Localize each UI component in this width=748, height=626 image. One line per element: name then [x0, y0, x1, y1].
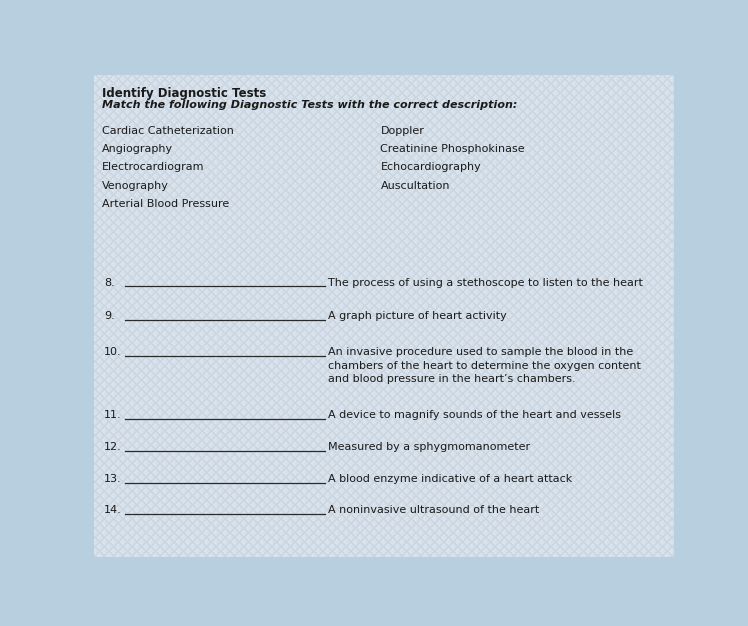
- Text: Cardiac Catheterization: Cardiac Catheterization: [102, 126, 234, 136]
- Text: 9.: 9.: [104, 311, 114, 321]
- Text: Match the following Diagnostic Tests with the correct description:: Match the following Diagnostic Tests wit…: [102, 100, 518, 110]
- Text: Measured by a sphygmomanometer: Measured by a sphygmomanometer: [328, 443, 530, 453]
- Text: A noninvasive ultrasound of the heart: A noninvasive ultrasound of the heart: [328, 505, 539, 515]
- Text: 12.: 12.: [104, 443, 122, 453]
- Text: Venography: Venography: [102, 181, 169, 191]
- Text: Arterial Blood Pressure: Arterial Blood Pressure: [102, 199, 230, 209]
- Text: Auscultation: Auscultation: [381, 181, 450, 191]
- Text: Echocardiography: Echocardiography: [381, 162, 481, 172]
- Text: A blood enzyme indicative of a heart attack: A blood enzyme indicative of a heart att…: [328, 475, 572, 485]
- Text: Angiography: Angiography: [102, 144, 174, 154]
- Text: A device to magnify sounds of the heart and vessels: A device to magnify sounds of the heart …: [328, 410, 622, 420]
- Text: An invasive procedure used to sample the blood in the
chambers of the heart to d: An invasive procedure used to sample the…: [328, 347, 641, 384]
- Text: Identify Diagnostic Tests: Identify Diagnostic Tests: [102, 87, 266, 100]
- Text: Creatinine Phosphokinase: Creatinine Phosphokinase: [381, 144, 525, 154]
- Text: Doppler: Doppler: [381, 126, 424, 136]
- Text: 14.: 14.: [104, 505, 122, 515]
- Text: 8.: 8.: [104, 277, 114, 287]
- Text: 10.: 10.: [104, 347, 122, 357]
- Text: The process of using a stethoscope to listen to the heart: The process of using a stethoscope to li…: [328, 277, 643, 287]
- Text: A graph picture of heart activity: A graph picture of heart activity: [328, 311, 507, 321]
- Text: Electrocardiogram: Electrocardiogram: [102, 162, 205, 172]
- Text: 11.: 11.: [104, 410, 122, 420]
- Text: 13.: 13.: [104, 475, 122, 485]
